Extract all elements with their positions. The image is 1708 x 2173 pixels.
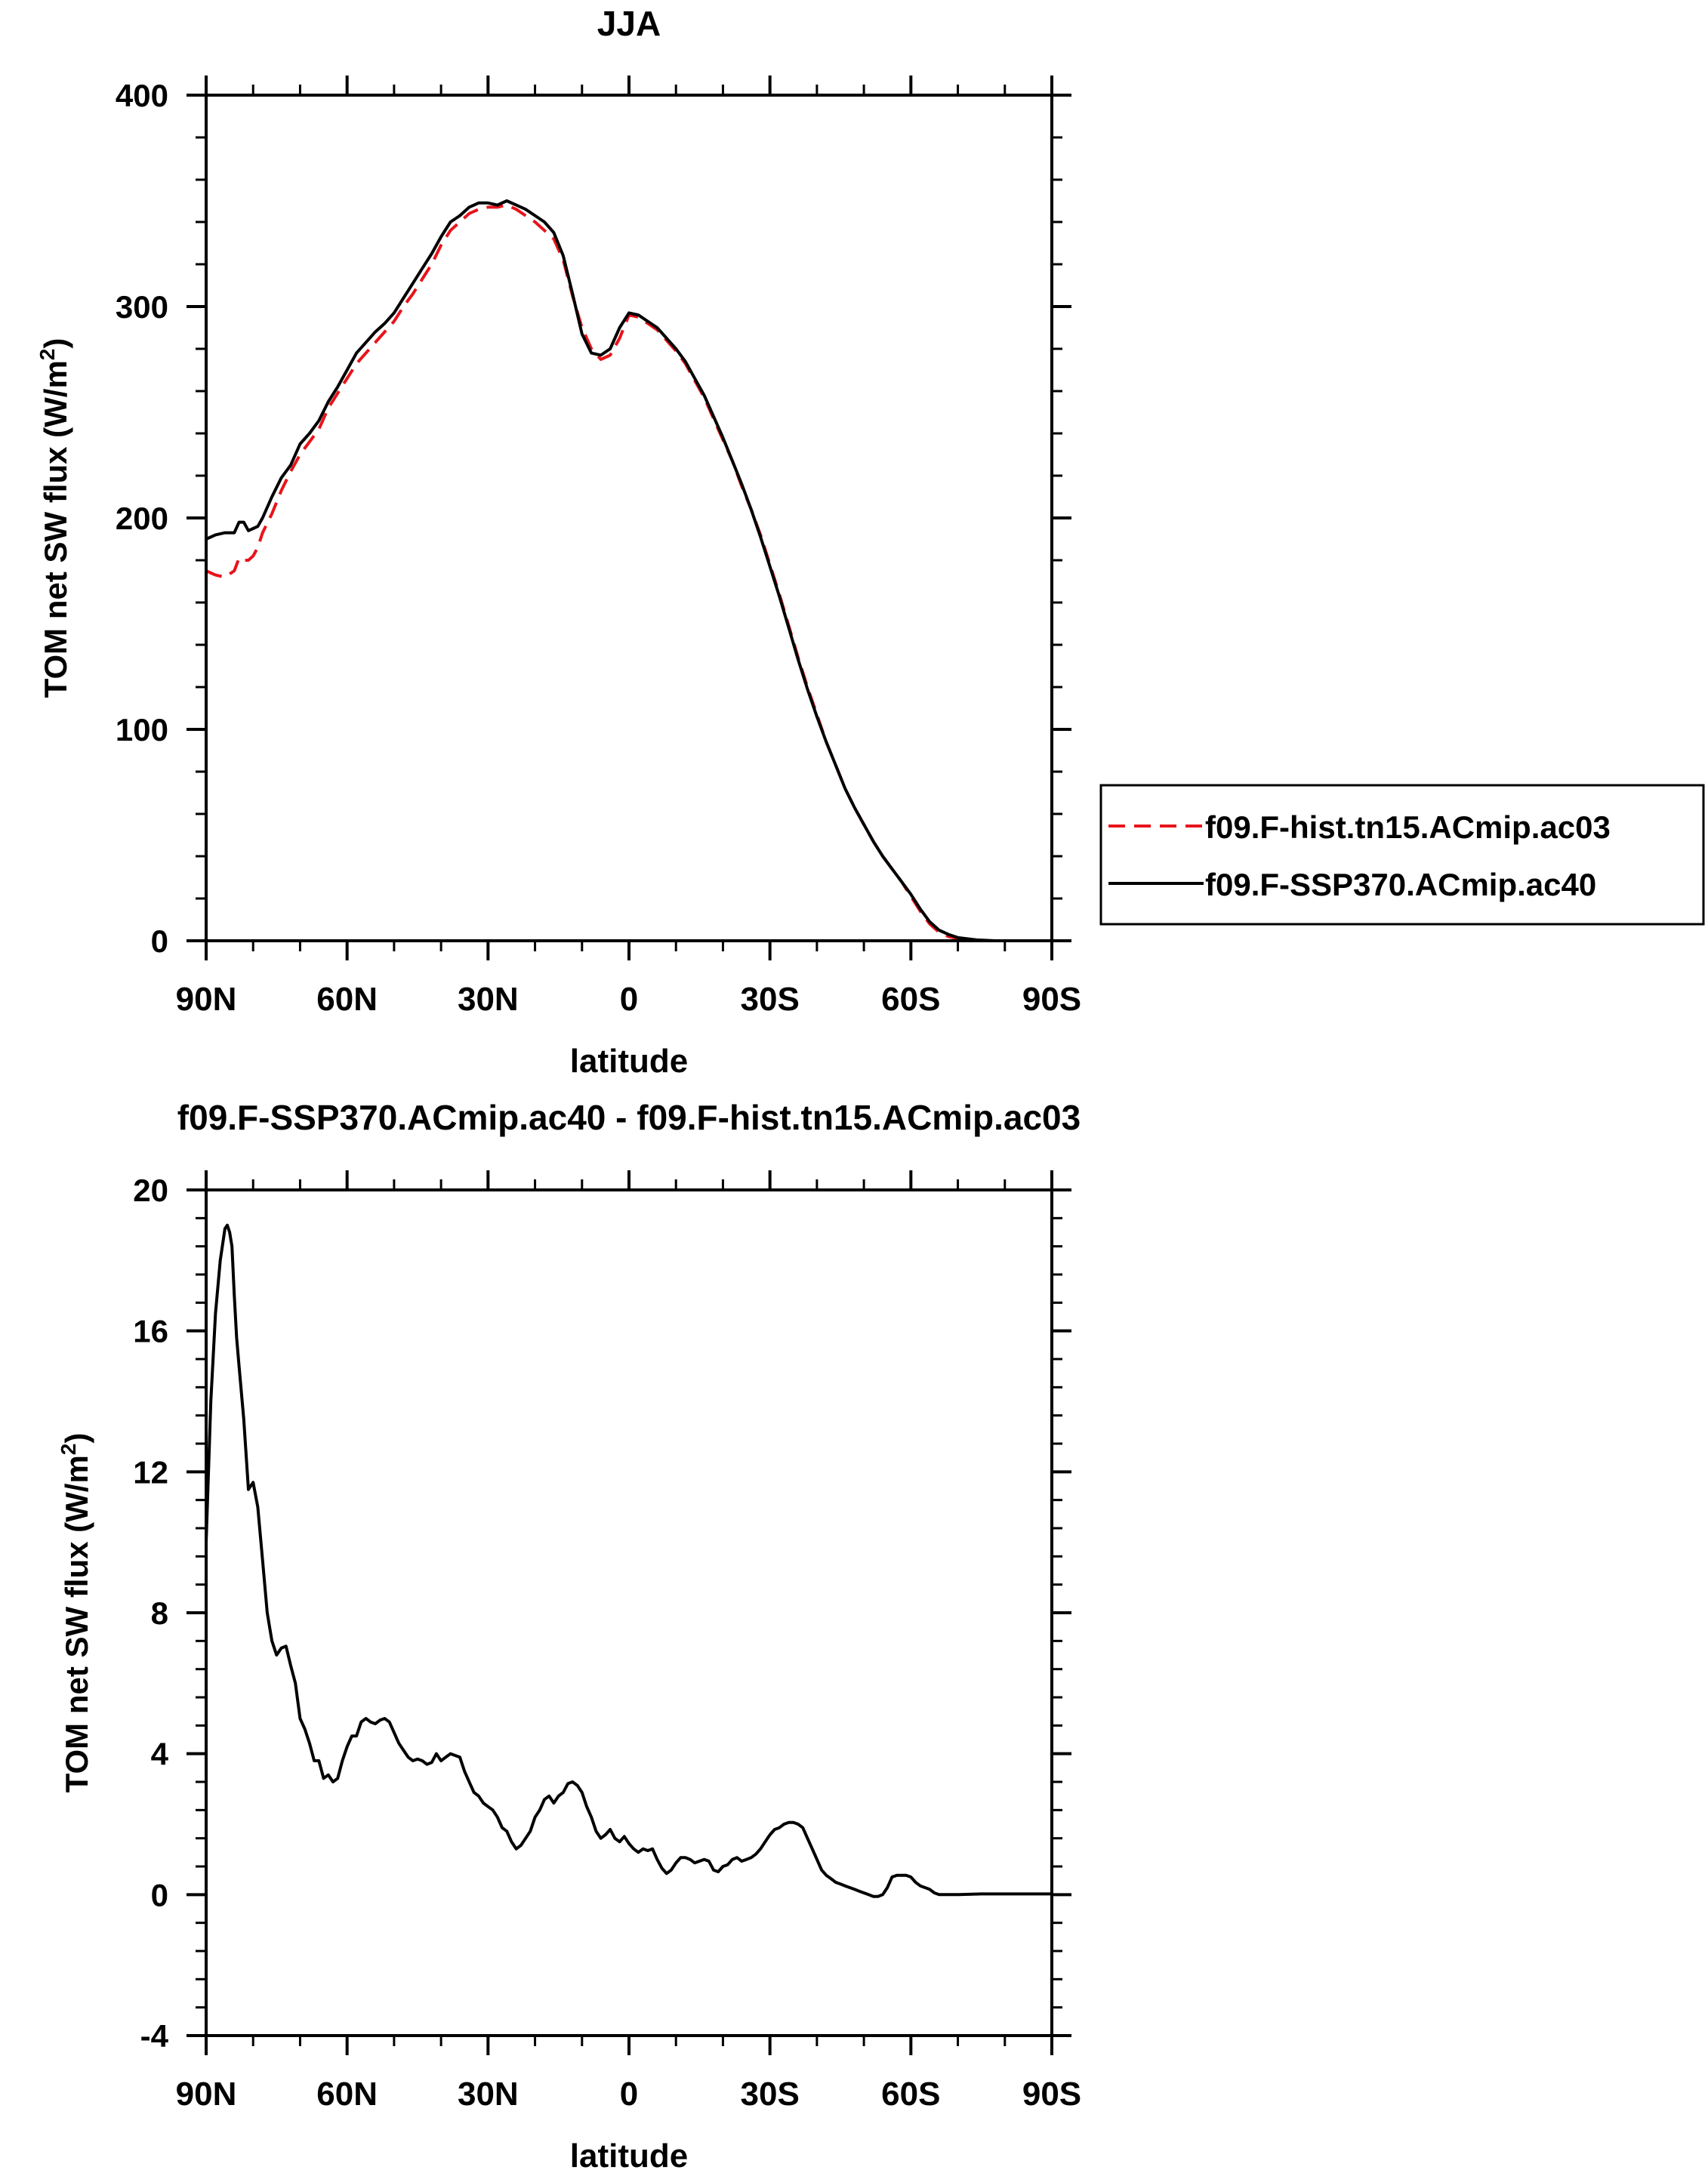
y-tick-label: 200 bbox=[116, 501, 168, 536]
y-tick-label: 100 bbox=[116, 712, 168, 747]
y-tick-label: 0 bbox=[151, 1877, 168, 1913]
x-tick-labels: 90N 60N 30N 0 30S 60S 90S bbox=[176, 981, 1082, 1018]
x-tick-label: 90S bbox=[1022, 981, 1081, 1018]
y-axis-label-main: TOM net SW flux (W/m bbox=[59, 1455, 94, 1792]
x-tick-label: 60S bbox=[881, 981, 940, 1018]
y-tick-label: 0 bbox=[151, 923, 168, 959]
y-tick-label: 4 bbox=[151, 1737, 169, 1772]
y-axis-label-main: TOM net SW flux (W/m bbox=[38, 360, 73, 698]
x-tick-labels: 90N 60N 30N 0 30S 60S 90S bbox=[176, 2076, 1082, 2113]
chart-jja: JJA 0 100 200 300 400 90N 60N 30N 0 30S 60S 90S la… bbox=[35, 4, 1705, 1080]
y-tick-label: 300 bbox=[116, 289, 168, 325]
x-tick-label: 0 bbox=[620, 2076, 638, 2113]
chart-difference: f09.F-SSP370.ACmip.ac40 - f09.F-hist.tn1… bbox=[57, 1098, 1081, 2173]
plot-frame bbox=[205, 94, 1053, 942]
y-axis-label-sup: 2 bbox=[35, 349, 59, 361]
x-tick-label: 90S bbox=[1022, 2076, 1081, 2113]
y-tick-label: 12 bbox=[133, 1454, 168, 1490]
y-tick-label: 400 bbox=[116, 78, 168, 113]
x-tick-label: 60N bbox=[316, 2076, 378, 2113]
y-axis-label-tail: ) bbox=[59, 1433, 94, 1444]
x-tick-label: 60S bbox=[881, 2076, 940, 2113]
axis-ticks bbox=[187, 1170, 1071, 2055]
x-tick-label: 30N bbox=[458, 2076, 519, 2113]
chart-title: f09.F-SSP370.ACmip.ac40 - f09.F-hist.tn1… bbox=[177, 1098, 1081, 1137]
y-axis-label-sup: 2 bbox=[57, 1444, 80, 1456]
axis-ticks bbox=[187, 76, 1071, 960]
y-tick-labels: -4 0 4 8 12 16 20 bbox=[133, 1173, 168, 2054]
legend-entry-ssp370: f09.F-SSP370.ACmip.ac40 bbox=[1205, 867, 1596, 902]
y-tick-label: -4 bbox=[140, 2018, 169, 2054]
x-axis-label: latitude bbox=[570, 1043, 688, 1080]
series-group bbox=[205, 1223, 1052, 1898]
legend-box bbox=[1099, 784, 1705, 926]
legend-entry-hist: f09.F-hist.tn15.ACmip.ac03 bbox=[1205, 809, 1611, 845]
series-line-a bbox=[205, 1223, 1052, 1898]
x-tick-label: 0 bbox=[620, 981, 638, 1018]
x-tick-label: 60N bbox=[316, 981, 378, 1018]
y-tick-label: 16 bbox=[133, 1314, 168, 1349]
x-tick-label: 30S bbox=[741, 981, 800, 1018]
legend: f09.F-hist.tn15.ACmip.ac03 f09.F-SSP370.… bbox=[1099, 784, 1705, 926]
series-group bbox=[205, 199, 1052, 942]
x-tick-label: 90N bbox=[176, 981, 237, 1018]
y-axis-label-tail: ) bbox=[38, 338, 73, 349]
y-tick-labels: 0 100 200 300 400 bbox=[116, 78, 168, 959]
y-tick-label: 20 bbox=[133, 1173, 168, 1208]
plot-frame bbox=[205, 1188, 1053, 2037]
x-tick-label: 30S bbox=[741, 2076, 800, 2113]
series-line-b bbox=[205, 199, 1052, 942]
y-axis-label: TOM net SW flux (W/m2) bbox=[35, 338, 73, 698]
y-tick-label: 8 bbox=[151, 1595, 168, 1631]
chart-title: JJA bbox=[597, 4, 661, 43]
x-tick-label: 90N bbox=[176, 2076, 237, 2113]
y-axis-label: TOM net SW flux (W/m2) bbox=[57, 1433, 94, 1793]
x-axis-label: latitude bbox=[570, 2138, 688, 2173]
x-tick-label: 30N bbox=[458, 981, 519, 1018]
